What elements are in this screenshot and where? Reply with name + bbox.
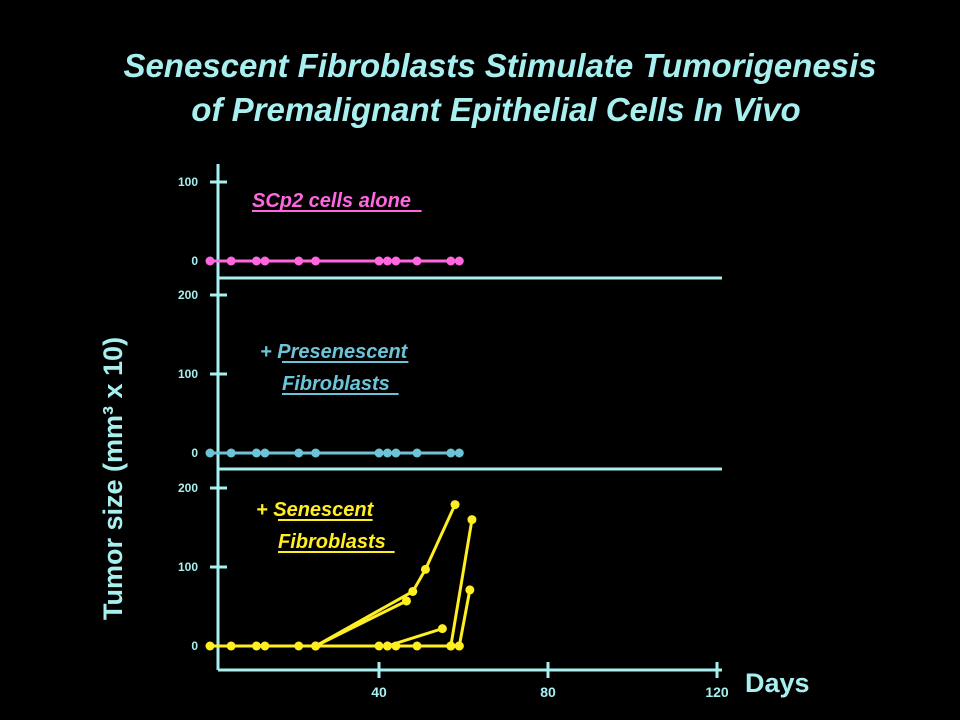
data-point [412,256,422,266]
panel-label: Fibroblasts [282,373,390,395]
data-point [450,500,460,510]
y-tick-label: 200 [178,288,198,302]
data-point [391,256,401,266]
data-point [446,256,456,266]
data-point [467,515,477,525]
slide-title-line1: Senescent Fibroblasts Stimulate Tumorige… [123,47,877,84]
panel-label: Fibroblasts [278,531,386,553]
y-tick-label: 0 [191,446,198,460]
data-point [251,641,261,651]
data-point [401,596,411,606]
series-line [386,627,443,648]
data-point [226,641,236,651]
series-line [449,519,474,647]
data-point [408,586,418,596]
x-tick-label: 80 [540,684,556,700]
data-point [205,256,215,266]
data-point [374,448,384,458]
data-point [205,641,215,651]
data-point [391,448,401,458]
data-point [294,641,304,651]
data-point [382,256,392,266]
data-point [311,448,321,458]
x-axis-label: Days [745,668,810,698]
data-point [454,448,464,458]
y-tick-label: 0 [191,254,198,268]
data-point [412,641,422,651]
data-point [454,256,464,266]
x-tick-label: 120 [705,684,729,700]
panel-label: SCp2 cells alone [252,190,411,212]
data-point [311,256,321,266]
data-point [260,448,270,458]
data-point [374,641,384,651]
data-point [446,641,456,651]
data-point [465,585,475,595]
series-line [314,503,457,648]
panel-label: + Senescent [256,499,375,521]
data-point [260,641,270,651]
data-point [382,448,392,458]
data-point [382,641,392,651]
data-point [294,448,304,458]
y-tick-label: 100 [178,560,198,574]
data-point [260,256,270,266]
slide-title-line2: of Premalignant Epithelial Cells In Vivo [191,91,801,128]
data-point [205,448,215,458]
data-point [420,564,430,574]
panel-label: + Presenescent [260,341,409,363]
data-point [437,624,447,634]
y-tick-label: 100 [178,175,198,189]
series-line [314,599,408,648]
data-point [251,448,261,458]
data-point [446,448,456,458]
data-point [226,448,236,458]
y-tick-label: 200 [178,481,198,495]
series-line [457,589,472,647]
data-point [226,256,236,266]
data-point [294,256,304,266]
data-point [311,641,321,651]
y-tick-label: 0 [191,639,198,653]
data-point [454,641,464,651]
x-tick-label: 40 [371,684,387,700]
data-point [374,256,384,266]
y-axis-label: Tumor size (mm³ x 10) [98,336,128,620]
y-tick-label: 100 [178,367,198,381]
data-point [412,448,422,458]
data-point [251,256,261,266]
